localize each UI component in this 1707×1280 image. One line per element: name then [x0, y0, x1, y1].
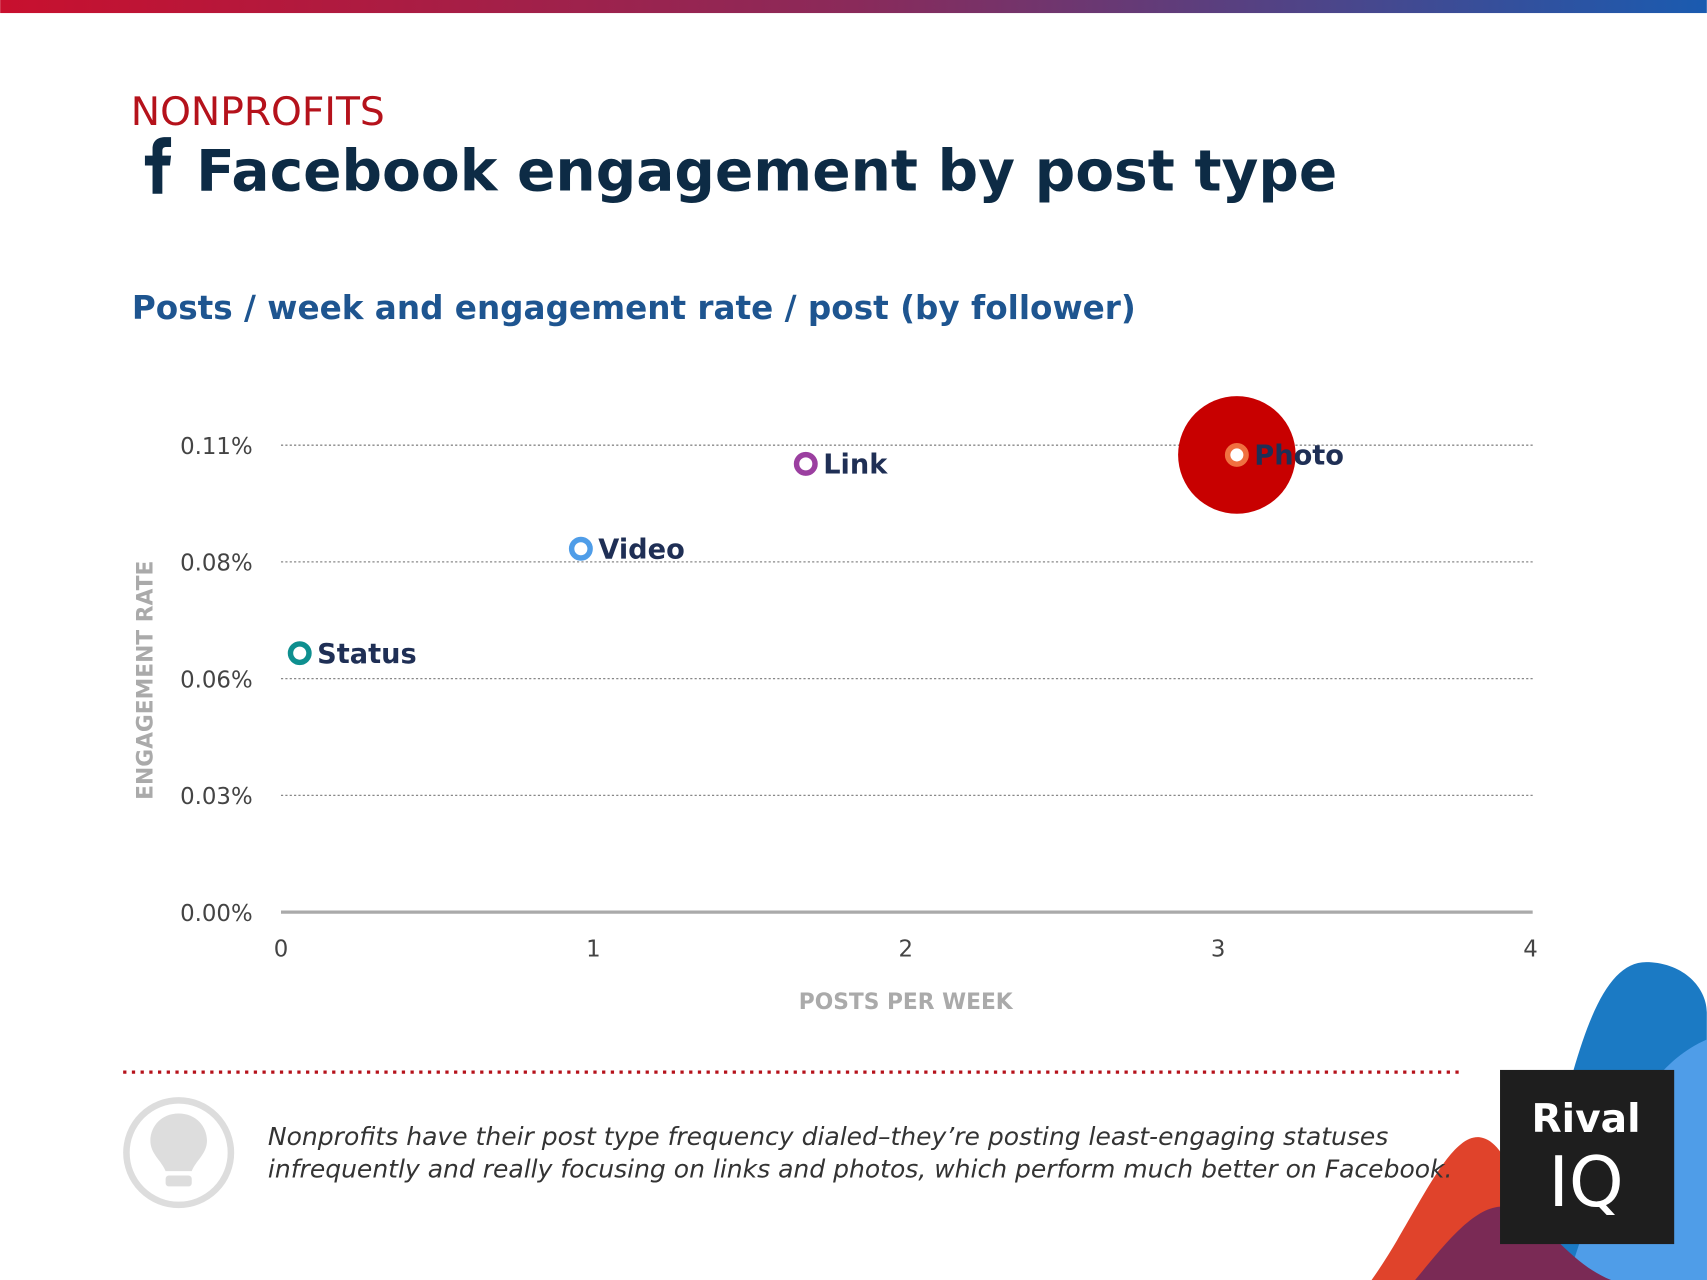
point	[287, 641, 312, 666]
data-label: Photo	[1254, 441, 1344, 472]
x-tick-label: 2	[898, 937, 913, 963]
y-tick-label: 0.06%	[180, 667, 253, 693]
data-label: Link	[823, 450, 888, 481]
data-label: Status	[317, 639, 417, 670]
series: Link	[793, 450, 888, 481]
y-tick-label: 0.00%	[180, 901, 253, 927]
x-tick-label: 4	[1523, 937, 1538, 963]
x-axis-label: POSTS PER WEEK	[799, 990, 1014, 1015]
y-tick-label: 0.08%	[180, 551, 253, 577]
series: Status	[287, 639, 417, 670]
series: Video	[568, 535, 685, 566]
top-bar	[0, 0, 1707, 14]
data-label: Video	[598, 535, 685, 566]
x-tick-label: 1	[586, 937, 601, 963]
x-tick-label: 0	[274, 937, 289, 963]
x-tick-label: 3	[1211, 937, 1226, 963]
note-line: Nonprofits have their post type frequenc…	[268, 1122, 1388, 1151]
logo-text: IQ	[1548, 1142, 1623, 1223]
subtitle: Posts / week and engagement rate / post …	[132, 289, 1136, 327]
point	[793, 451, 818, 476]
y-tick-label: 0.03%	[180, 784, 253, 810]
lightbulb-icon	[123, 1097, 235, 1209]
point	[1224, 442, 1249, 467]
series: Photo	[1178, 396, 1344, 514]
note-line: infrequently and really focusing on link…	[268, 1155, 1453, 1184]
kicker: NONPROFITS	[131, 90, 385, 135]
y-axis-label: ENGAGEMENT RATE	[134, 561, 159, 800]
facebook-icon	[144, 137, 172, 194]
chart-title: Facebook engagement by post type	[196, 138, 1337, 204]
logo-box	[1500, 1069, 1675, 1245]
point	[568, 536, 593, 561]
y-tick-label: 0.11%	[180, 434, 253, 460]
logo-text: Rival	[1532, 1097, 1641, 1142]
